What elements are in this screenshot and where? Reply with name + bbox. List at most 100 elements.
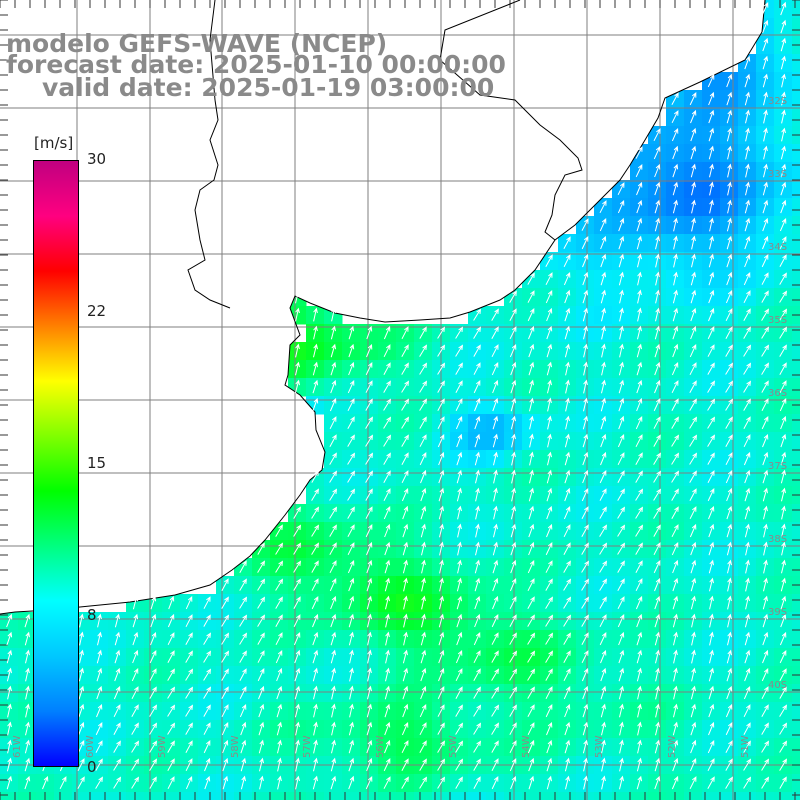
- wind-arrow: [600, 685, 607, 700]
- wind-arrow: [473, 632, 481, 646]
- wind-arrow: [636, 667, 642, 682]
- wind-arrow: [493, 505, 498, 520]
- wind-speed-cell: [630, 792, 649, 800]
- wind-arrow: [636, 613, 643, 628]
- wind-arrow: [779, 631, 787, 646]
- latitude-label: 38S: [768, 534, 787, 545]
- wind-arrow: [636, 397, 643, 412]
- wind-arrow: [653, 542, 661, 556]
- wind-arrow: [582, 271, 589, 286]
- wind-arrow: [96, 667, 103, 682]
- wind-arrow: [726, 217, 732, 232]
- wind-arrow: [689, 416, 697, 429]
- wind-arrow: [509, 704, 517, 717]
- wind-arrow: [637, 289, 642, 304]
- wind-arrow: [690, 703, 697, 718]
- wind-speed-cell: [792, 180, 800, 199]
- wind-speed-cell: [558, 792, 577, 800]
- wind-arrow: [780, 595, 787, 610]
- wind-arrow: [492, 559, 499, 574]
- wind-arrow: [113, 776, 121, 789]
- wind-arrow: [762, 217, 769, 232]
- wind-arrow: [654, 343, 661, 358]
- wind-arrow: [384, 685, 390, 700]
- wind-arrow: [6, 631, 13, 646]
- wind-arrow: [546, 739, 553, 754]
- wind-arrow: [131, 740, 139, 753]
- wind-arrow: [347, 488, 356, 501]
- wind-arrow: [329, 397, 337, 412]
- wind-arrow: [781, 487, 786, 502]
- wind-arrow: [437, 776, 445, 789]
- wind-arrow: [564, 487, 571, 502]
- wind-arrow: [7, 703, 12, 718]
- wind-arrow: [763, 559, 768, 574]
- wind-arrow: [185, 614, 193, 628]
- wind-arrow: [744, 667, 751, 682]
- wind-arrow: [240, 721, 247, 736]
- wind-arrow: [581, 632, 589, 645]
- wind-arrow: [582, 289, 589, 304]
- wind-arrow: [6, 613, 13, 628]
- wind-arrow: [77, 758, 85, 772]
- wind-arrow: [240, 775, 246, 790]
- wind-arrow: [276, 721, 282, 736]
- wind-arrow: [492, 433, 498, 448]
- wind-arrow: [744, 235, 751, 250]
- wind-arrow: [617, 506, 626, 519]
- wind-arrow: [564, 721, 571, 736]
- wind-arrow: [619, 775, 624, 790]
- wind-arrow: [473, 650, 481, 664]
- wind-arrow: [689, 523, 697, 538]
- wind-arrow: [96, 703, 103, 718]
- wind-arrow: [673, 253, 678, 268]
- wind-arrow: [583, 775, 588, 790]
- wind-arrow: [582, 703, 589, 718]
- wind-arrow: [654, 163, 661, 178]
- wind-arrow: [690, 721, 697, 736]
- wind-arrow: [761, 290, 769, 303]
- wind-arrow: [689, 398, 697, 411]
- wind-arrow: [24, 775, 31, 790]
- wind-arrow: [707, 416, 715, 429]
- wind-speed-cell: [0, 792, 19, 800]
- wind-speed-cell: [342, 792, 361, 800]
- wind-arrow: [419, 398, 428, 411]
- wind-arrow: [276, 703, 283, 718]
- wind-arrow: [635, 164, 643, 178]
- wind-arrow: [582, 433, 589, 448]
- wind-arrow: [726, 127, 732, 142]
- wind-arrow: [509, 578, 517, 592]
- wind-arrow: [455, 722, 464, 735]
- wind-arrow: [419, 326, 427, 339]
- wind-arrow: [402, 559, 408, 574]
- wind-arrow: [331, 307, 336, 322]
- wind-arrow: [725, 740, 733, 753]
- wind-arrow: [725, 326, 733, 339]
- wind-arrow: [689, 776, 697, 790]
- wind-arrow: [600, 271, 607, 286]
- wind-arrow: [313, 325, 318, 340]
- wind-arrow: [673, 271, 678, 286]
- wind-arrow: [635, 560, 643, 573]
- wind-arrow: [691, 181, 696, 196]
- wind-arrow: [473, 308, 481, 321]
- wind-speed-cell: [450, 792, 469, 800]
- wind-arrow: [761, 398, 769, 412]
- wind-arrow: [527, 272, 535, 285]
- wind-arrow: [491, 668, 500, 681]
- wind-arrow: [617, 596, 625, 610]
- wind-arrow: [221, 650, 229, 663]
- wind-arrow: [761, 758, 769, 771]
- wind-arrow: [672, 181, 679, 196]
- wind-arrow: [690, 685, 696, 700]
- wind-arrow: [259, 757, 264, 772]
- wind-arrow: [599, 578, 608, 591]
- wind-arrow: [653, 416, 661, 429]
- wind-arrow: [600, 253, 607, 268]
- wind-arrow: [419, 380, 427, 393]
- wind-arrow: [673, 235, 678, 250]
- wind-arrow: [780, 163, 787, 178]
- wind-arrow: [312, 397, 319, 412]
- wind-arrow: [653, 398, 661, 412]
